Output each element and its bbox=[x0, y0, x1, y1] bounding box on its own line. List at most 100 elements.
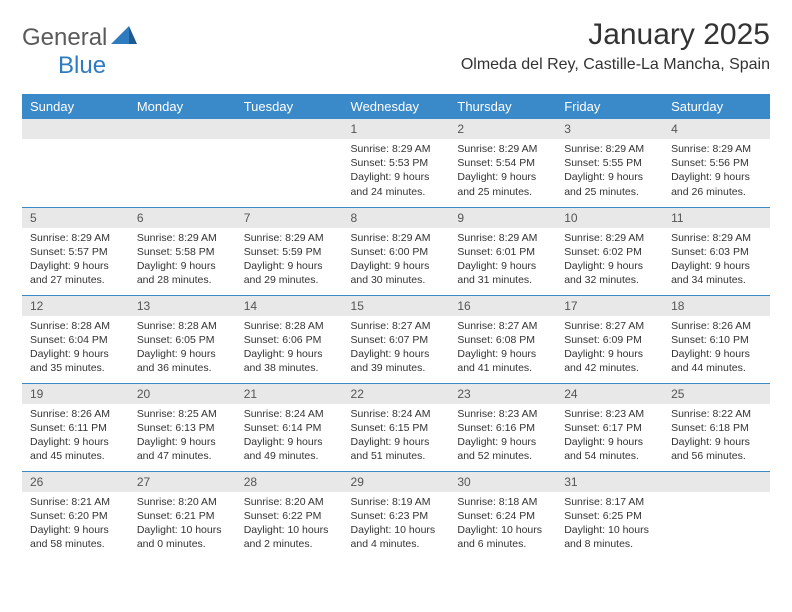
logo: General bbox=[22, 18, 139, 52]
day-details: Sunrise: 8:29 AMSunset: 5:53 PMDaylight:… bbox=[343, 139, 450, 205]
day-number: 8 bbox=[343, 208, 450, 228]
calendar-day-cell bbox=[236, 119, 343, 207]
day-number: 26 bbox=[22, 472, 129, 492]
empty-day bbox=[22, 119, 129, 139]
day-number: 19 bbox=[22, 384, 129, 404]
calendar-day-cell: 29Sunrise: 8:19 AMSunset: 6:23 PMDayligh… bbox=[343, 471, 450, 559]
calendar-day-cell: 10Sunrise: 8:29 AMSunset: 6:02 PMDayligh… bbox=[556, 207, 663, 295]
calendar-day-cell: 25Sunrise: 8:22 AMSunset: 6:18 PMDayligh… bbox=[663, 383, 770, 471]
calendar-day-cell: 21Sunrise: 8:24 AMSunset: 6:14 PMDayligh… bbox=[236, 383, 343, 471]
calendar-day-cell: 3Sunrise: 8:29 AMSunset: 5:55 PMDaylight… bbox=[556, 119, 663, 207]
calendar-day-cell: 26Sunrise: 8:21 AMSunset: 6:20 PMDayligh… bbox=[22, 471, 129, 559]
day-details: Sunrise: 8:17 AMSunset: 6:25 PMDaylight:… bbox=[556, 492, 663, 558]
calendar-day-cell: 11Sunrise: 8:29 AMSunset: 6:03 PMDayligh… bbox=[663, 207, 770, 295]
day-number: 16 bbox=[449, 296, 556, 316]
day-number: 12 bbox=[22, 296, 129, 316]
empty-day bbox=[236, 119, 343, 139]
day-number: 13 bbox=[129, 296, 236, 316]
calendar-day-cell: 9Sunrise: 8:29 AMSunset: 6:01 PMDaylight… bbox=[449, 207, 556, 295]
calendar-week-row: 26Sunrise: 8:21 AMSunset: 6:20 PMDayligh… bbox=[22, 471, 770, 559]
calendar-week-row: 1Sunrise: 8:29 AMSunset: 5:53 PMDaylight… bbox=[22, 119, 770, 207]
calendar-day-cell: 6Sunrise: 8:29 AMSunset: 5:58 PMDaylight… bbox=[129, 207, 236, 295]
day-details: Sunrise: 8:28 AMSunset: 6:06 PMDaylight:… bbox=[236, 316, 343, 382]
day-details: Sunrise: 8:29 AMSunset: 5:58 PMDaylight:… bbox=[129, 228, 236, 294]
day-details: Sunrise: 8:29 AMSunset: 6:00 PMDaylight:… bbox=[343, 228, 450, 294]
day-number: 7 bbox=[236, 208, 343, 228]
day-details: Sunrise: 8:26 AMSunset: 6:10 PMDaylight:… bbox=[663, 316, 770, 382]
calendar-week-row: 5Sunrise: 8:29 AMSunset: 5:57 PMDaylight… bbox=[22, 207, 770, 295]
calendar-day-cell: 28Sunrise: 8:20 AMSunset: 6:22 PMDayligh… bbox=[236, 471, 343, 559]
day-details: Sunrise: 8:20 AMSunset: 6:22 PMDaylight:… bbox=[236, 492, 343, 558]
day-number: 29 bbox=[343, 472, 450, 492]
calendar-day-cell: 17Sunrise: 8:27 AMSunset: 6:09 PMDayligh… bbox=[556, 295, 663, 383]
calendar-table: Sunday Monday Tuesday Wednesday Thursday… bbox=[22, 94, 770, 559]
day-details: Sunrise: 8:29 AMSunset: 6:01 PMDaylight:… bbox=[449, 228, 556, 294]
calendar-day-cell: 7Sunrise: 8:29 AMSunset: 5:59 PMDaylight… bbox=[236, 207, 343, 295]
day-details: Sunrise: 8:23 AMSunset: 6:16 PMDaylight:… bbox=[449, 404, 556, 470]
day-number: 5 bbox=[22, 208, 129, 228]
day-details: Sunrise: 8:24 AMSunset: 6:15 PMDaylight:… bbox=[343, 404, 450, 470]
day-number: 3 bbox=[556, 119, 663, 139]
calendar-week-row: 19Sunrise: 8:26 AMSunset: 6:11 PMDayligh… bbox=[22, 383, 770, 471]
weekday-header: Sunday bbox=[22, 94, 129, 119]
day-details: Sunrise: 8:19 AMSunset: 6:23 PMDaylight:… bbox=[343, 492, 450, 558]
day-number: 17 bbox=[556, 296, 663, 316]
day-details: Sunrise: 8:27 AMSunset: 6:08 PMDaylight:… bbox=[449, 316, 556, 382]
calendar-day-cell: 20Sunrise: 8:25 AMSunset: 6:13 PMDayligh… bbox=[129, 383, 236, 471]
logo-text-general: General bbox=[22, 24, 107, 52]
day-number: 27 bbox=[129, 472, 236, 492]
weekday-header: Thursday bbox=[449, 94, 556, 119]
logo-text-blue: Blue bbox=[58, 52, 106, 79]
day-number: 6 bbox=[129, 208, 236, 228]
day-details: Sunrise: 8:20 AMSunset: 6:21 PMDaylight:… bbox=[129, 492, 236, 558]
day-number: 31 bbox=[556, 472, 663, 492]
day-details: Sunrise: 8:18 AMSunset: 6:24 PMDaylight:… bbox=[449, 492, 556, 558]
day-details: Sunrise: 8:29 AMSunset: 5:57 PMDaylight:… bbox=[22, 228, 129, 294]
calendar-day-cell: 23Sunrise: 8:23 AMSunset: 6:16 PMDayligh… bbox=[449, 383, 556, 471]
day-number: 15 bbox=[343, 296, 450, 316]
calendar-week-row: 12Sunrise: 8:28 AMSunset: 6:04 PMDayligh… bbox=[22, 295, 770, 383]
calendar-day-cell: 22Sunrise: 8:24 AMSunset: 6:15 PMDayligh… bbox=[343, 383, 450, 471]
empty-day bbox=[663, 472, 770, 492]
weekday-header: Tuesday bbox=[236, 94, 343, 119]
day-details: Sunrise: 8:29 AMSunset: 6:03 PMDaylight:… bbox=[663, 228, 770, 294]
day-number: 20 bbox=[129, 384, 236, 404]
logo-triangle-icon bbox=[111, 26, 137, 51]
day-details: Sunrise: 8:23 AMSunset: 6:17 PMDaylight:… bbox=[556, 404, 663, 470]
calendar-day-cell: 15Sunrise: 8:27 AMSunset: 6:07 PMDayligh… bbox=[343, 295, 450, 383]
calendar-day-cell bbox=[22, 119, 129, 207]
empty-day bbox=[129, 119, 236, 139]
calendar-day-cell: 1Sunrise: 8:29 AMSunset: 5:53 PMDaylight… bbox=[343, 119, 450, 207]
day-number: 21 bbox=[236, 384, 343, 404]
day-number: 22 bbox=[343, 384, 450, 404]
weekday-header: Friday bbox=[556, 94, 663, 119]
day-number: 11 bbox=[663, 208, 770, 228]
day-details: Sunrise: 8:21 AMSunset: 6:20 PMDaylight:… bbox=[22, 492, 129, 558]
day-number: 23 bbox=[449, 384, 556, 404]
weekday-header: Wednesday bbox=[343, 94, 450, 119]
day-details: Sunrise: 8:27 AMSunset: 6:09 PMDaylight:… bbox=[556, 316, 663, 382]
day-number: 28 bbox=[236, 472, 343, 492]
day-number: 14 bbox=[236, 296, 343, 316]
day-number: 2 bbox=[449, 119, 556, 139]
day-details: Sunrise: 8:28 AMSunset: 6:04 PMDaylight:… bbox=[22, 316, 129, 382]
day-number: 24 bbox=[556, 384, 663, 404]
day-details: Sunrise: 8:27 AMSunset: 6:07 PMDaylight:… bbox=[343, 316, 450, 382]
calendar-day-cell: 14Sunrise: 8:28 AMSunset: 6:06 PMDayligh… bbox=[236, 295, 343, 383]
day-details: Sunrise: 8:29 AMSunset: 5:54 PMDaylight:… bbox=[449, 139, 556, 205]
calendar-day-cell: 31Sunrise: 8:17 AMSunset: 6:25 PMDayligh… bbox=[556, 471, 663, 559]
calendar-day-cell: 24Sunrise: 8:23 AMSunset: 6:17 PMDayligh… bbox=[556, 383, 663, 471]
calendar-day-cell bbox=[663, 471, 770, 559]
calendar-day-cell: 8Sunrise: 8:29 AMSunset: 6:00 PMDaylight… bbox=[343, 207, 450, 295]
calendar-day-cell: 12Sunrise: 8:28 AMSunset: 6:04 PMDayligh… bbox=[22, 295, 129, 383]
day-details: Sunrise: 8:28 AMSunset: 6:05 PMDaylight:… bbox=[129, 316, 236, 382]
day-details: Sunrise: 8:29 AMSunset: 5:55 PMDaylight:… bbox=[556, 139, 663, 205]
day-number: 30 bbox=[449, 472, 556, 492]
calendar-day-cell: 5Sunrise: 8:29 AMSunset: 5:57 PMDaylight… bbox=[22, 207, 129, 295]
calendar-day-cell: 27Sunrise: 8:20 AMSunset: 6:21 PMDayligh… bbox=[129, 471, 236, 559]
day-details: Sunrise: 8:22 AMSunset: 6:18 PMDaylight:… bbox=[663, 404, 770, 470]
day-details: Sunrise: 8:24 AMSunset: 6:14 PMDaylight:… bbox=[236, 404, 343, 470]
day-number: 9 bbox=[449, 208, 556, 228]
day-number: 4 bbox=[663, 119, 770, 139]
day-details: Sunrise: 8:29 AMSunset: 5:56 PMDaylight:… bbox=[663, 139, 770, 205]
